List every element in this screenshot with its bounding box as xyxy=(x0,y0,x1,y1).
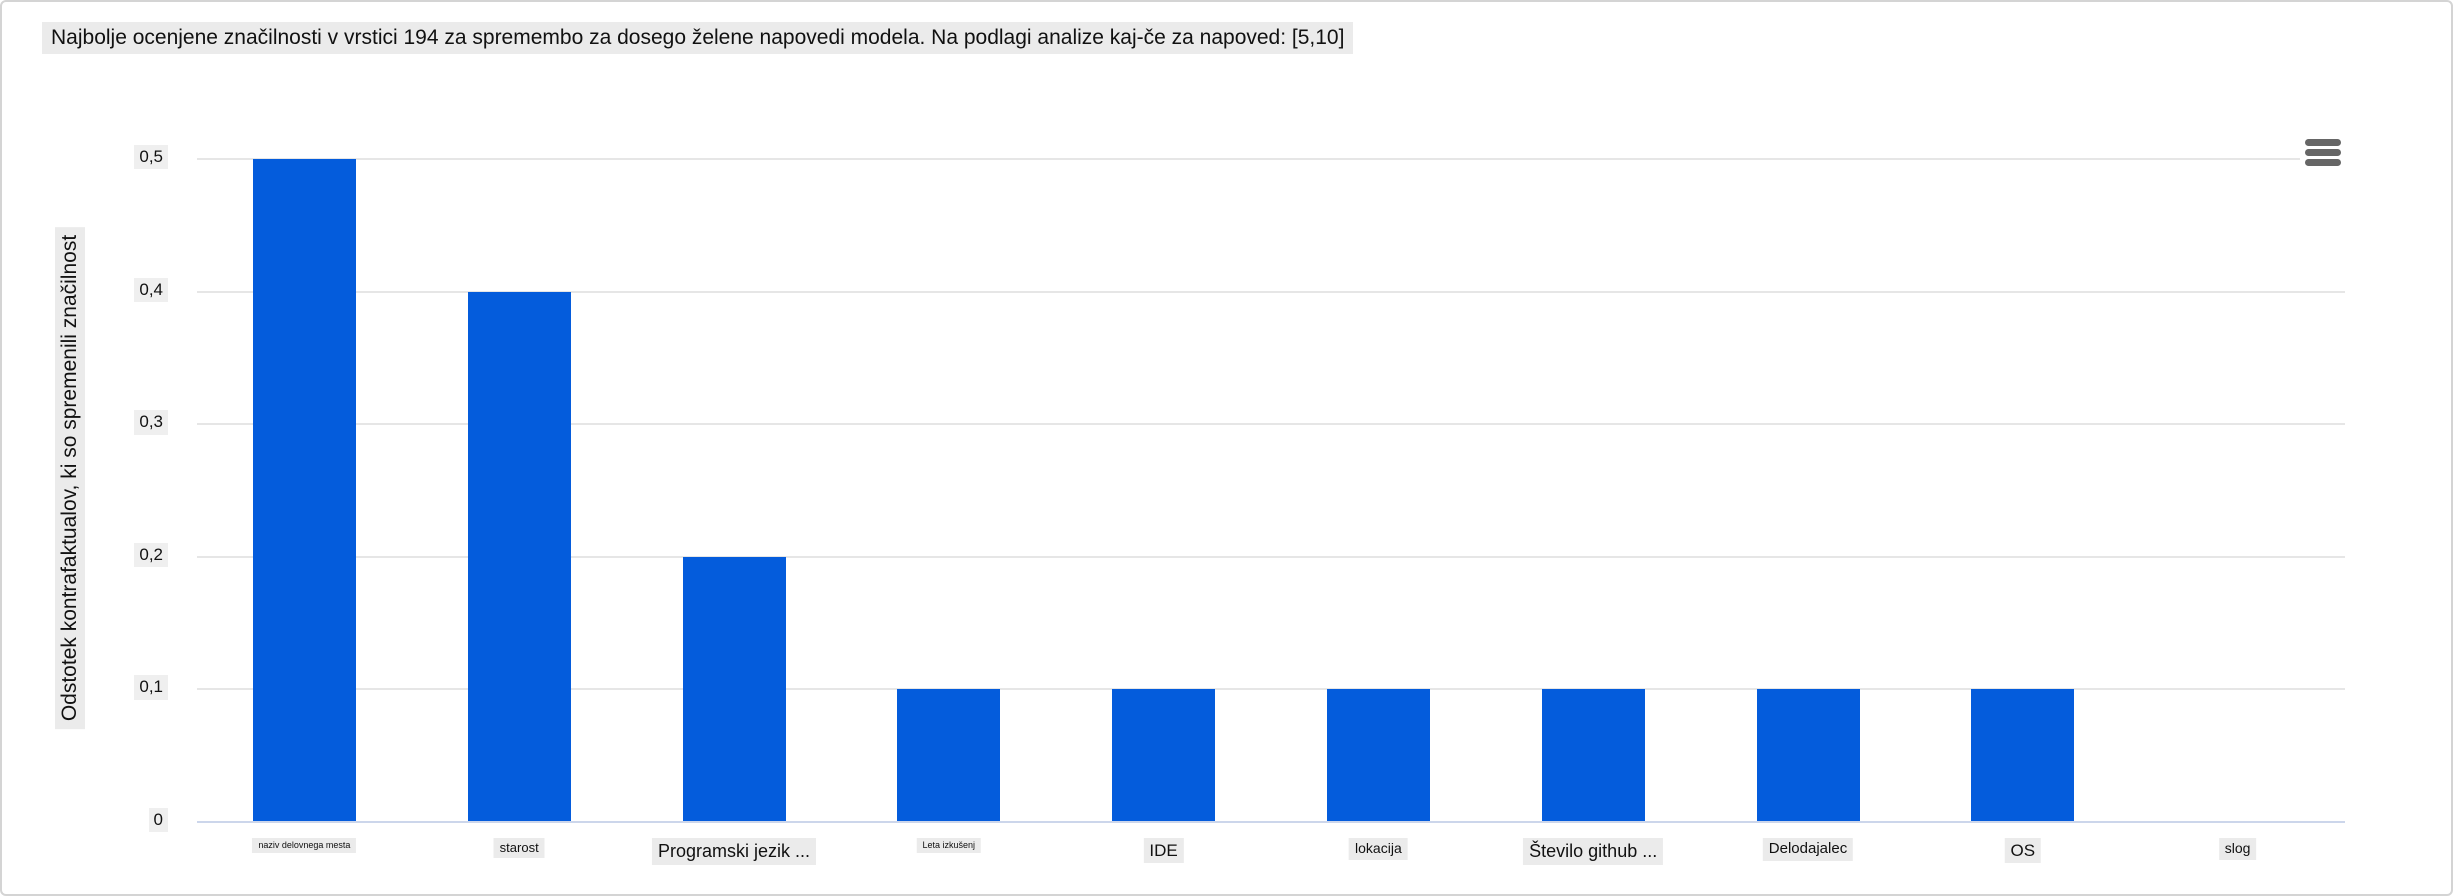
x-axis-label: Programski jezik ... xyxy=(651,838,817,865)
hamburger-bar xyxy=(2305,158,2341,166)
x-axis-label: Leta izkušenj xyxy=(916,838,982,854)
x-axis-label: Število github ... xyxy=(1523,838,1664,865)
bar-leta-izku-enj[interactable] xyxy=(897,689,1001,822)
hamburger-bar xyxy=(2305,138,2341,146)
x-axis-label: lokacija xyxy=(1349,838,1408,860)
x-axis-label: naziv delovnega mesta xyxy=(252,838,357,854)
bar-lokacija[interactable] xyxy=(1326,689,1430,822)
bar--tevilo-github-[interactable] xyxy=(1541,689,1645,822)
y-axis-title: Odstotek kontrafaktualov, ki so spremeni… xyxy=(55,226,85,730)
y-tick-label: 0 xyxy=(2,808,168,833)
x-axis-line xyxy=(197,821,2345,823)
bar-os[interactable] xyxy=(1971,689,2075,822)
y-tick-label: 0,3 xyxy=(2,410,168,435)
y-gridline xyxy=(197,423,2345,426)
bar-starost[interactable] xyxy=(467,291,571,822)
bar-naziv-delovnega-mesta[interactable] xyxy=(252,159,356,822)
y-gridline xyxy=(197,290,2345,293)
bar-delodajalec[interactable] xyxy=(1756,689,1860,822)
chart-title: Najbolje ocenjene značilnosti v vrstici … xyxy=(42,22,1354,54)
y-tick-label: 0,1 xyxy=(2,675,168,700)
x-axis-label: OS xyxy=(2004,838,2042,864)
y-tick-label: 0,5 xyxy=(2,145,168,170)
x-axis-label: Delodajalec xyxy=(1762,838,1854,861)
x-axis-label: IDE xyxy=(1143,838,1184,864)
y-tick-label: 0,4 xyxy=(2,277,168,302)
y-gridline xyxy=(197,555,2345,558)
y-gridline xyxy=(197,688,2345,691)
hamburger-icon[interactable] xyxy=(2300,130,2346,174)
bar-ide[interactable] xyxy=(1112,689,1216,822)
hamburger-bar xyxy=(2305,148,2341,156)
x-axis-label: starost xyxy=(493,838,545,859)
bar-programski-jezik-[interactable] xyxy=(682,556,786,822)
x-axis-label: slog xyxy=(2218,838,2257,860)
y-tick-label: 0,2 xyxy=(2,542,168,568)
y-gridline xyxy=(197,158,2345,160)
